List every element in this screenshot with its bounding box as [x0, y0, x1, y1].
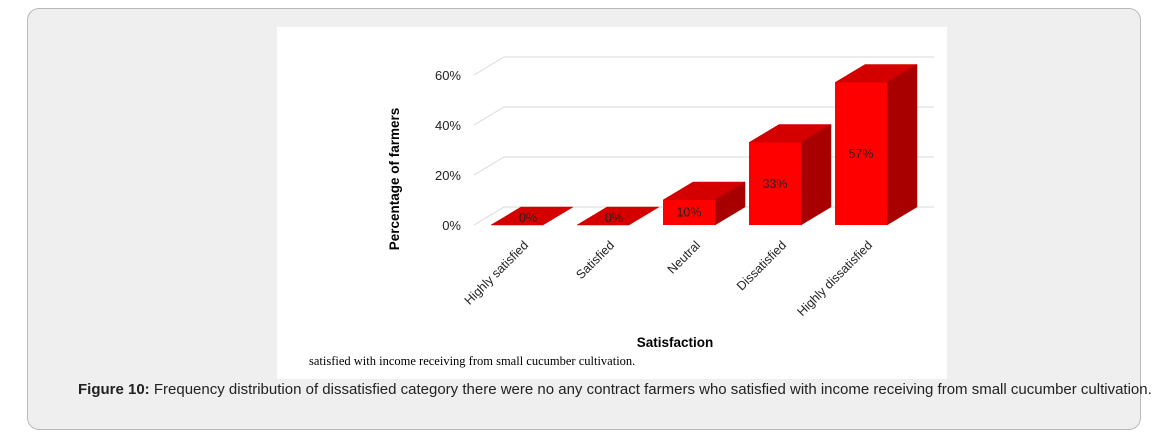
grid-depth-3: [473, 56, 505, 76]
bar-2: [663, 200, 715, 225]
grid-depth-0: [473, 206, 505, 226]
figure-card: 0% 20% 40% 60% 0% 0% 10% 33% 57% Highly satisfied…: [27, 8, 1152, 430]
bar-3: [749, 142, 801, 225]
x-axis-title: Satisfaction: [637, 335, 714, 350]
figure-caption: Figure 10: Frequency distribution of dis…: [78, 380, 1158, 400]
data-label-2: 10%: [676, 206, 701, 220]
x-tick-label-satisfied: Satisfied: [573, 238, 617, 282]
bar-top-1: [576, 206, 660, 226]
data-label-3: 33%: [762, 177, 787, 191]
bar-4: [835, 82, 887, 225]
x-tick-label-dissatisfied: Dissatisfied: [734, 238, 789, 293]
y-tick-label-3: 60%: [435, 68, 461, 83]
inset-caption: satisfied with income receiving from sma…: [309, 354, 636, 368]
y-tick-label-1: 20%: [435, 168, 461, 183]
x-tick-label-highly-satisfied: Highly satisfied: [462, 238, 531, 307]
data-label-1: 0%: [605, 211, 623, 225]
x-tick-label-neutral: Neutral: [665, 238, 703, 276]
bar-side-4: [886, 64, 918, 226]
bar-top-0: [490, 206, 574, 226]
bar-side-3: [800, 124, 832, 226]
y-axis-title: Percentage of farmers: [387, 108, 402, 251]
bar-chart: 0% 20% 40% 60% 0% 0% 10% 33% 57% Highly satisfied…: [387, 56, 934, 350]
grid-depth-2: [473, 106, 505, 126]
y-tick-label-0: 0%: [442, 218, 461, 233]
data-label-4: 57%: [848, 147, 873, 161]
caption-text: Frequency distribution of dissatisfied c…: [149, 381, 1152, 398]
caption-label: Figure 10:: [78, 381, 150, 398]
grid-depth-1: [473, 156, 505, 176]
x-tick-label-highly-dissatisfied: Highly dissatisfied: [794, 238, 875, 319]
chart-image: 0% 20% 40% 60% 0% 0% 10% 33% 57% Highly satisfied…: [277, 27, 947, 379]
data-label-0: 0%: [519, 211, 537, 225]
y-tick-label-2: 40%: [435, 118, 461, 133]
